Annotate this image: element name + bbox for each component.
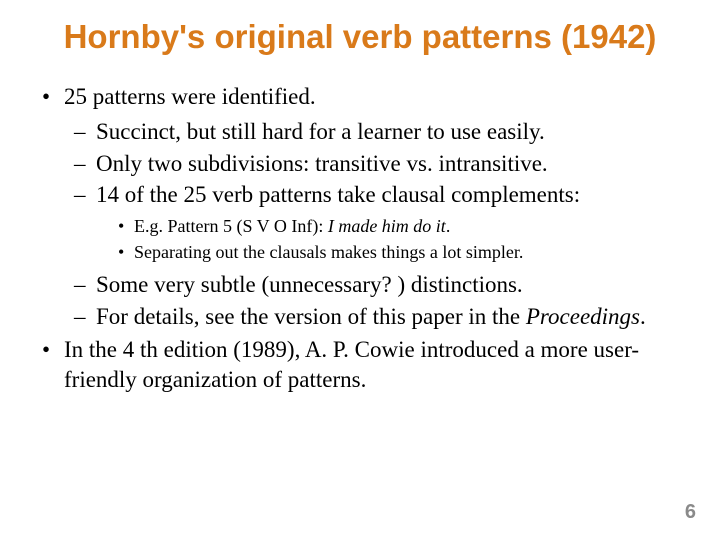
bullet-text: For details, see the version of this pap… xyxy=(96,304,526,329)
bullet-text: Some very subtle (unnecessary? ) distinc… xyxy=(96,272,523,297)
bullet-text: 14 of the 25 verb patterns take clausal … xyxy=(96,182,580,207)
bullet-list-lvl2: Succinct, but still hard for a learner t… xyxy=(64,117,690,331)
bullet-item: Only two subdivisions: transitive vs. in… xyxy=(74,149,690,178)
bullet-text: 25 patterns were identified. xyxy=(64,84,316,109)
bullet-text: In the 4 th edition (1989), A. P. Cowie … xyxy=(64,337,639,391)
bullet-item: Succinct, but still hard for a learner t… xyxy=(74,117,690,146)
bullet-item: E.g. Pattern 5 (S V O Inf): I made him d… xyxy=(118,214,690,238)
bullet-text: Only two subdivisions: transitive vs. in… xyxy=(96,151,548,176)
slide: Hornby's original verb patterns (1942) 2… xyxy=(0,0,720,540)
bullet-item: Some very subtle (unnecessary? ) distinc… xyxy=(74,270,690,299)
bullet-text: Separating out the clausals makes things… xyxy=(134,242,523,262)
slide-content: 25 patterns were identified. Succinct, b… xyxy=(30,82,690,394)
bullet-item: Separating out the clausals makes things… xyxy=(118,240,690,264)
bullet-item: 14 of the 25 verb patterns take clausal … xyxy=(74,180,690,264)
bullet-item: For details, see the version of this pap… xyxy=(74,302,690,331)
bullet-text: Succinct, but still hard for a learner t… xyxy=(96,119,545,144)
bullet-text: . xyxy=(640,304,646,329)
bullet-list-lvl1: 25 patterns were identified. Succinct, b… xyxy=(30,82,690,394)
bullet-item: 25 patterns were identified. Succinct, b… xyxy=(38,82,690,331)
bullet-text-italic: Proceedings xyxy=(526,304,640,329)
bullet-item: In the 4 th edition (1989), A. P. Cowie … xyxy=(38,335,690,394)
slide-title: Hornby's original verb patterns (1942) xyxy=(30,18,690,56)
bullet-text: E.g. Pattern 5 (S V O Inf): xyxy=(134,216,328,236)
bullet-text-italic: I made him do it xyxy=(328,216,446,236)
bullet-text: . xyxy=(446,216,451,236)
bullet-list-lvl3: E.g. Pattern 5 (S V O Inf): I made him d… xyxy=(96,214,690,265)
page-number: 6 xyxy=(685,501,696,524)
